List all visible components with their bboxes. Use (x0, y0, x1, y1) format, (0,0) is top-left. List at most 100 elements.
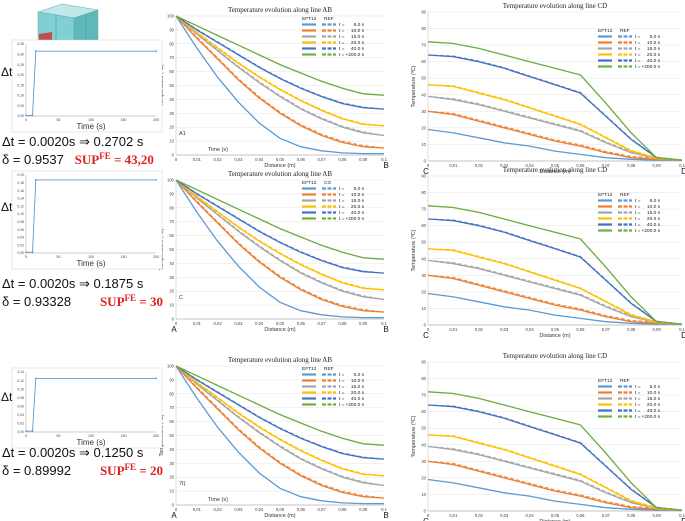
y-axis-label: Temperature (ºC) (410, 415, 417, 457)
y-tick-label: 10 (169, 489, 174, 494)
series-line-3 (175, 365, 385, 487)
legend-label: 5.0 s (354, 186, 365, 192)
x-tick-label: 0,08 (338, 321, 347, 326)
timestep-point (155, 178, 157, 181)
legend-label: 10.0 s (647, 390, 661, 396)
legend-label: 40.0 s (647, 408, 661, 414)
series-line-4 (175, 15, 385, 127)
y-tick-label: 0,06 (17, 228, 24, 232)
series-ref-line-5 (175, 15, 385, 110)
legend-label: 15.0 s (351, 384, 365, 390)
legend-label: 15.0 s (351, 198, 365, 204)
y-tick-label: 0 (172, 317, 175, 322)
legend-label: 40.0 s (647, 58, 661, 64)
series-ref-line-2 (427, 460, 683, 511)
series-line-2 (427, 460, 683, 511)
y-tick-label: 0 (172, 153, 175, 158)
sup-label-1: SUP (74, 152, 100, 167)
step-xlabel: Time (s) (76, 259, 105, 268)
timestep-point (34, 50, 37, 53)
step-chart-1: 0,00 0,05 0,10 0,15 0,20 0,25 0,30 0,35 0 50 100 15… (11, 39, 163, 133)
y-tick-label: 70 (169, 405, 174, 410)
series-ref-line-3 (427, 445, 683, 511)
x-tick-label: 0,02 (475, 163, 484, 168)
y-tick-label: 0,35 (17, 42, 24, 46)
y-tick-label: 70 (169, 55, 174, 60)
legend-prefix: t = (635, 408, 641, 414)
start-point-label: C (423, 517, 429, 521)
dt-label-3: Δt (1, 390, 13, 404)
legend-label: 5.0 s (354, 22, 365, 28)
series-line-2 (175, 15, 385, 149)
y-tick-label: 40 (421, 256, 426, 261)
y-tick-label: 60 (169, 419, 174, 424)
legend-header-right: REF (324, 16, 334, 22)
x-axis-label: Distance (m) (539, 519, 570, 521)
x-tick-label: 0,1 (381, 157, 387, 162)
start-point-label: C (423, 331, 429, 340)
x-tick-label: 0,01 (193, 157, 202, 162)
x-tick-label: 0 (427, 513, 430, 518)
series-line-5 (175, 365, 385, 460)
x-tick-label: 0,06 (297, 321, 306, 326)
y-tick-label: 90 (421, 10, 426, 15)
y-tick-label: 0 (424, 323, 427, 328)
legend-prefix: t = (339, 384, 345, 390)
x-tick-label: 0,09 (653, 163, 662, 168)
y-axis-label: Temperature (ºC) (410, 65, 417, 107)
series-ref-line-6 (427, 205, 683, 325)
y-tick-label: 0,10 (17, 387, 24, 391)
series-ref-line-2 (175, 15, 385, 149)
x-axis-label: Distance (m) (539, 333, 570, 339)
y-tick-label: 0,15 (17, 83, 24, 87)
legend-prefix: t = (635, 34, 641, 40)
y-tick-label: 70 (421, 43, 426, 48)
series-ref-line-6 (427, 41, 683, 161)
legend-prefix: t = (635, 216, 641, 222)
series-ref-line-2 (427, 274, 683, 325)
y-tick-label: 0,20 (17, 73, 24, 77)
x-tick-label: 0,06 (297, 507, 306, 512)
sup-fe-1: SUPFE = 43,20 (74, 151, 154, 167)
x-tick-label: 0,04 (526, 163, 535, 168)
x-tick-label: 0,08 (338, 157, 347, 162)
legend-header-right: REF (620, 28, 630, 34)
y-tick-label: 0,08 (17, 396, 24, 400)
x-axis-label: Distance (m) (264, 163, 295, 169)
legend-label: 40.0 s (351, 396, 365, 402)
series-ref-line-5 (427, 218, 683, 325)
y-tick-label: 0,30 (17, 52, 24, 56)
y-axis-label: Temperature (ºC) (410, 229, 417, 271)
y-tick-label: 40 (421, 442, 426, 447)
series-ref-line-4 (175, 15, 385, 127)
chart-annotation: 7t) (179, 481, 186, 487)
legend-label: 40.0 s (351, 46, 365, 52)
dt-label-1: Δt (1, 65, 13, 79)
stats-block-3: Δt = 0.0020s ⇒ 0.1250 s δ = 0.89992 SUPF… (2, 445, 163, 478)
x-tick-label: 0,09 (359, 507, 368, 512)
line-chart-ab-1: Temperature evolution along line AB 0 10 20… (158, 6, 389, 170)
y-tick-label: 90 (169, 191, 174, 196)
x-tick-label: 0,04 (526, 327, 535, 332)
legend-prefix: t = (635, 58, 641, 64)
x-tick-label: 0,04 (255, 507, 264, 512)
legend-label: 10.0 s (351, 28, 365, 34)
x-tick-label: 150 (121, 434, 127, 438)
series-line-3 (175, 15, 385, 137)
stats-block-1: Δt = 0.0020s ⇒ 0.2702 s δ = 0.9537 SUPFE… (2, 134, 154, 167)
y-tick-label: 100 (167, 178, 175, 183)
x-tick-label: 0 (25, 118, 27, 122)
y-tick-label: 60 (421, 409, 426, 414)
series-ref-line-4 (175, 365, 385, 477)
y-tick-label: 40 (169, 261, 174, 266)
legend-label: 10.0 s (351, 378, 365, 384)
x-tick-label: 0,06 (576, 327, 585, 332)
y-tick-label: 0,14 (17, 197, 24, 201)
end-point-label: B (383, 325, 388, 334)
legend-label: +200.0 s (641, 228, 660, 234)
legend-prefix: t = (635, 40, 641, 46)
x-tick-label: 200 (153, 118, 159, 122)
step-chart-3: 0,00 0,02 0,04 0,06 0,08 0,10 0,12 0,14 0 50 100 15… (11, 367, 163, 449)
x-tick-label: 0,08 (338, 507, 347, 512)
